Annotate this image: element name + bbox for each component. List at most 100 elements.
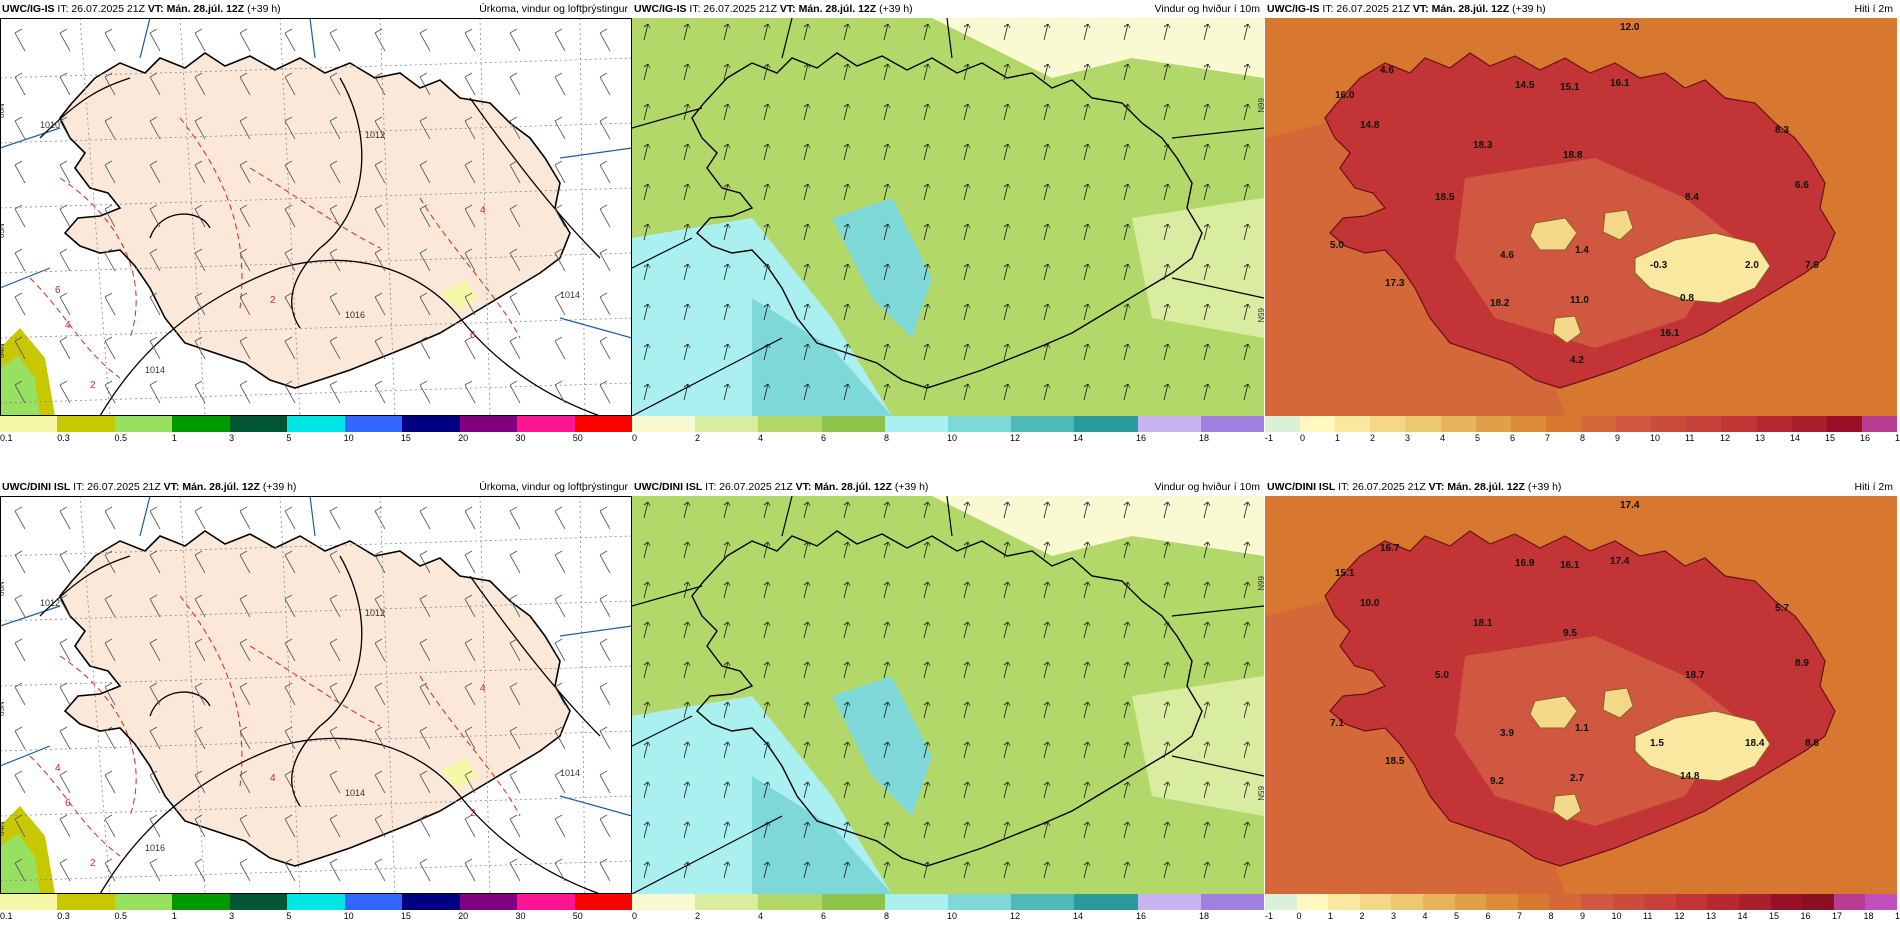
isobar-label: 1016 bbox=[345, 310, 365, 320]
wind-arrow bbox=[1243, 741, 1251, 759]
colorbar-tick-label: 20 bbox=[458, 911, 469, 921]
wind-arrow bbox=[1043, 701, 1051, 719]
wind-arrow bbox=[1083, 383, 1091, 401]
wind-arrow bbox=[1243, 861, 1251, 879]
colorbar-swatch bbox=[172, 894, 230, 910]
wind-arrow bbox=[923, 303, 931, 321]
panel-title: Hiti í 2m bbox=[1854, 481, 1893, 493]
colorbar-swatch bbox=[402, 416, 460, 432]
temperature-value: 1.4 bbox=[1575, 245, 1589, 256]
wind-arrow bbox=[1163, 541, 1171, 559]
colorbar-tick-label: 5 bbox=[286, 911, 292, 921]
panel-title: Vindur og hviður í 10m bbox=[1154, 481, 1260, 493]
wind-arrow bbox=[1203, 541, 1211, 559]
wind-arrow bbox=[723, 63, 731, 81]
colorbar-ticks: -1012345678910111213141516171819 bbox=[1265, 433, 1900, 445]
temperature-value: -0.3 bbox=[1650, 260, 1668, 271]
wind-arrow bbox=[1043, 661, 1051, 679]
latitude-label: 66N bbox=[1256, 576, 1264, 591]
wind-arrow bbox=[883, 223, 891, 241]
temperature-label: 2 bbox=[470, 808, 476, 819]
wind-arrow bbox=[1083, 581, 1091, 599]
wind-arrow bbox=[683, 23, 691, 41]
colorbar-tick-label: 16 bbox=[1136, 433, 1147, 443]
forecast-map[interactable]: 66N 65N bbox=[632, 18, 1264, 416]
colorbar-tick-label: 30 bbox=[515, 433, 526, 443]
isobar-label: 1012 bbox=[365, 608, 385, 618]
temperature-label: 4 bbox=[480, 683, 486, 694]
temperature-value: 10.0 bbox=[1360, 598, 1380, 609]
forecast-map[interactable]: 12.0 4.6 14.5 15.1 16.1 16.0 14.8 18.3 18.8 8.3 18… bbox=[1265, 18, 1897, 416]
wind-arrow bbox=[723, 581, 731, 599]
forecast-map[interactable]: 66N 65N bbox=[632, 496, 1264, 894]
forecast-map[interactable]: 17.4 16.7 16.9 16.1 17.4 15.1 10.0 18.1 9.5 5.7 5.… bbox=[1265, 496, 1897, 894]
wind-arrow bbox=[1163, 143, 1171, 161]
wind-arrow bbox=[1163, 581, 1171, 599]
wind-arrow bbox=[1163, 383, 1171, 401]
colorbar-tick-label: 4 bbox=[1422, 911, 1428, 921]
colorbar-swatch bbox=[1335, 416, 1371, 432]
colorbar-tick-label: 11 bbox=[1685, 433, 1695, 443]
wind-arrow bbox=[723, 183, 731, 201]
colorbar-swatch bbox=[574, 894, 632, 910]
wind-arrow bbox=[643, 701, 651, 719]
colorbar-swatch bbox=[114, 894, 173, 910]
colorbar-tick-label: 3 bbox=[229, 433, 235, 443]
colorbar-ticks: 0.1 0.3 0.5 1 3 5 10 15 20 30 50 bbox=[0, 433, 632, 445]
colorbar-swatch bbox=[1296, 894, 1329, 910]
it-label: IT: bbox=[702, 481, 720, 493]
wind-arrow bbox=[843, 741, 851, 759]
wind-arrow bbox=[683, 861, 691, 879]
wind-arrow bbox=[963, 861, 971, 879]
colorbar-tick-label: 18 bbox=[1863, 911, 1874, 921]
wind-arrow bbox=[1163, 303, 1171, 321]
wind-arrow bbox=[923, 541, 931, 559]
forecast-map[interactable]: 1010 1012 1014 1016 1014 6 4 2 6 4 2 66N 65N 64N bbox=[0, 18, 632, 416]
colorbar-swatch bbox=[1200, 416, 1265, 432]
wind-arrow bbox=[763, 303, 771, 321]
wind-arrow bbox=[643, 821, 651, 839]
colorbar-tick-label: 20 bbox=[458, 433, 469, 443]
colorbar-tick-label: 50 bbox=[572, 433, 583, 443]
latitude-label: 66N bbox=[0, 581, 6, 596]
colorbar-swatch bbox=[1580, 894, 1613, 910]
lead-time: (+39 h) bbox=[891, 481, 929, 493]
temperature-value: 18.5 bbox=[1385, 756, 1405, 767]
forecast-panel-temp: UWC/IG-IS IT: 26.07.2025 21Z VT: Mán. 28… bbox=[1265, 0, 1900, 462]
wind-arrow bbox=[643, 343, 651, 361]
colorbar-tick-label: 5 bbox=[1454, 911, 1460, 921]
wind-arrow bbox=[923, 781, 931, 799]
wind-arrow bbox=[1043, 183, 1051, 201]
colorbar-tick-label: 6 bbox=[1510, 433, 1516, 443]
colorbar-tick-label: 17 bbox=[1832, 911, 1843, 921]
wind-arrow bbox=[963, 103, 971, 121]
wind-arrow bbox=[1243, 541, 1251, 559]
lead-time: (+39 h) bbox=[244, 3, 281, 15]
wind-arrow bbox=[1083, 861, 1091, 879]
wind-arrow bbox=[683, 383, 691, 401]
temperature-contour bbox=[179, 595, 243, 787]
isobar bbox=[99, 259, 601, 416]
colorbar-swatch bbox=[1486, 894, 1518, 910]
wind-arrow bbox=[1203, 581, 1211, 599]
colorbar-swatch bbox=[287, 416, 345, 432]
temperature-contour bbox=[29, 277, 121, 379]
wind-arrow bbox=[723, 661, 731, 679]
colorbar-tick-label: 16 bbox=[1136, 911, 1147, 921]
isobar bbox=[99, 737, 601, 894]
wind-arrow bbox=[883, 861, 891, 879]
wind-arrow bbox=[1203, 303, 1211, 321]
isobar bbox=[291, 77, 363, 329]
wind-arrow bbox=[763, 263, 771, 281]
wind-arrow bbox=[1123, 103, 1131, 121]
colorbar-tick-label: 15 bbox=[400, 433, 411, 443]
wind-arrow bbox=[683, 263, 691, 281]
forecast-map[interactable]: 1012 1012 1014 1014 1016 4 6 4 2 4 2 66N 65N 64N bbox=[0, 496, 632, 894]
wind-arrow bbox=[843, 183, 851, 201]
isobar-label: 1014 bbox=[560, 768, 580, 778]
colorbar-tick-label: 0.1 bbox=[0, 433, 13, 443]
wind-arrow bbox=[883, 263, 891, 281]
init-time: 26.07.2025 21Z bbox=[71, 3, 145, 15]
lead-time: (+39 h) bbox=[1509, 3, 1546, 15]
wind-arrow bbox=[1123, 183, 1131, 201]
